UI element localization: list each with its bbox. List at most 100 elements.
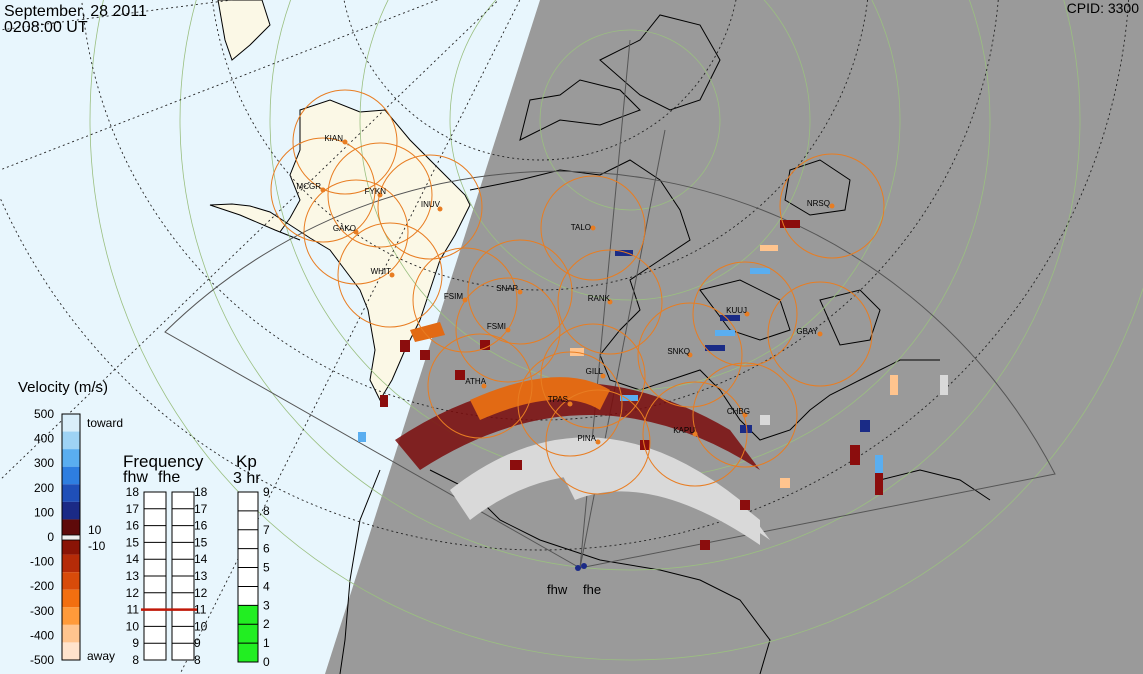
frequency-tick-label-left: 18 <box>126 485 140 499</box>
station-label-kian: KIAN <box>324 134 343 143</box>
station-label-chbg: CHBG <box>727 407 750 416</box>
velocity-color-cell <box>62 501 80 520</box>
station-label-snap: SNAP <box>496 284 518 293</box>
velocity-mid-negative: -10 <box>88 539 106 553</box>
kp-tick-label: 6 <box>263 542 270 556</box>
kp-bar-outline <box>237 491 259 663</box>
station-label-talo: TALO <box>571 223 591 232</box>
frequency-tick-label-left: 15 <box>126 535 140 549</box>
kp-legend-title: Kp <box>236 452 257 471</box>
frequency-legend-fhe: fhe <box>158 469 180 486</box>
frequency-tick-label-right: 11 <box>194 603 207 617</box>
velocity-color-cell <box>62 519 80 537</box>
station-label-nrsq: NRSQ <box>807 199 830 208</box>
velocity-color-cell <box>62 642 80 660</box>
velocity-away-label: away <box>87 649 115 663</box>
station-label-atha: ATHA <box>465 377 486 386</box>
velocity-color-cell <box>62 537 80 555</box>
velocity-color-cell <box>62 624 80 643</box>
velocity-tick-label: 0 <box>47 530 54 544</box>
frequency-legend: Frequency fhw fhe 18 17 16 15 14 13 12 11 10 9 8 1… <box>123 452 208 667</box>
frequency-tick-label-right: 17 <box>194 502 208 516</box>
station-label-gbay: GBAY <box>796 327 818 336</box>
velocity-color-cell <box>62 449 80 467</box>
frequency-ticks-left: 18 17 16 15 14 13 12 11 10 9 8 <box>126 485 140 667</box>
frequency-bars <box>141 491 197 661</box>
frequency-tick-label-left: 12 <box>126 586 140 600</box>
station-label-rank: RANK <box>588 294 611 303</box>
kp-bar <box>237 491 259 663</box>
velocity-tick-label: -300 <box>30 604 54 618</box>
station-label-tpas: TPAS <box>548 395 568 404</box>
velocity-color-cell <box>62 431 80 450</box>
kp-tick-label: 7 <box>263 523 270 537</box>
station-coverage-circles <box>270 89 885 495</box>
station-label-kuuj: KUUJ <box>726 306 747 315</box>
frequency-tick-label-right: 8 <box>194 653 201 667</box>
velocity-toward-label: toward <box>87 416 123 430</box>
frequency-tick-label-right: 18 <box>194 485 208 499</box>
velocity-tick-label: 300 <box>34 456 54 470</box>
cpid-label: CPID: 3300 <box>1067 0 1140 16</box>
station-markers <box>320 139 835 445</box>
frequency-tick-label-right: 12 <box>194 586 208 600</box>
station-label-inuv: INUV <box>421 200 441 209</box>
velocity-color-cell <box>62 554 80 573</box>
station-label-whit: WHIT <box>371 267 392 276</box>
velocity-color-cell <box>62 589 80 608</box>
kp-legend: Kp 3 hr 9 8 7 6 5 4 3 2 1 0 <box>233 452 270 669</box>
station-label-fykn: FYKN <box>365 187 387 196</box>
velocity-tick-label: -500 <box>30 653 54 667</box>
frequency-tick-label-right: 10 <box>194 619 208 633</box>
station-labels: KIAN MCGR FYKN INUV GAKO WHIT FSIM SNAP … <box>297 134 830 443</box>
date-label: September, 28 2011 <box>4 3 147 20</box>
frequency-tick-label-left: 17 <box>126 502 140 516</box>
velocity-color-cell <box>62 607 80 625</box>
velocity-color-cell <box>62 484 80 502</box>
velocity-legend-title: Velocity (m/s) <box>18 379 108 396</box>
frequency-legend-title: Frequency <box>123 452 204 471</box>
nightside-shading <box>325 0 1143 674</box>
station-label-pina: PINA <box>577 434 596 443</box>
velocity-tick-label: 400 <box>34 432 54 446</box>
frequency-tick-label-right: 14 <box>194 552 208 566</box>
velocity-tick-label: -200 <box>30 579 54 593</box>
kp-tick-label: 5 <box>263 561 270 575</box>
frequency-tick-label-right: 13 <box>194 569 208 583</box>
velocity-color-cell <box>62 414 80 432</box>
kp-legend-subtitle: 3 hr <box>233 470 261 487</box>
velocity-scatter-cells <box>358 220 948 550</box>
frequency-tick-label-left: 16 <box>126 519 140 533</box>
velocity-tick-label: 100 <box>34 505 54 519</box>
frequency-tick-label-left: 8 <box>132 653 139 667</box>
station-label-gako: GAKO <box>333 224 356 233</box>
radar-label-fhw: fhw <box>547 582 568 597</box>
velocity-legend: Velocity (m/s) 500 400 300 200 100 0 -100 -200 -… <box>18 379 123 667</box>
kp-bar-fill <box>238 605 258 662</box>
frequency-tick-label-right: 9 <box>194 636 201 650</box>
kp-tick-label: 1 <box>263 636 270 650</box>
velocity-color-cell <box>62 572 80 590</box>
velocity-mid-positive: 10 <box>88 523 102 537</box>
kp-tick-label: 9 <box>263 485 270 499</box>
velocity-tick-label: 500 <box>34 407 54 421</box>
station-label-kapu: KAPU <box>673 426 695 435</box>
frequency-tick-label-right: 16 <box>194 519 208 533</box>
velocity-tick-label: -400 <box>30 628 54 642</box>
radar-label-fhe: fhe <box>583 582 601 597</box>
station-label-fsim: FSIM <box>444 292 463 301</box>
kp-tick-label: 4 <box>263 579 270 593</box>
velocity-tick-label: -100 <box>30 555 54 569</box>
velocity-color-cell <box>62 466 80 485</box>
kp-tick-label: 3 <box>263 598 270 612</box>
frequency-tick-label-left: 10 <box>126 619 140 633</box>
frequency-tick-label-left: 14 <box>126 552 140 566</box>
velocity-colorbar <box>61 413 81 661</box>
frequency-tick-label-left: 13 <box>126 569 140 583</box>
velocity-tick-label: 200 <box>34 481 54 495</box>
velocity-tick-labels: 500 400 300 200 100 0 -100 -200 -300 -400 -500 <box>30 407 54 667</box>
frequency-tick-label-left: 11 <box>127 603 140 617</box>
station-label-gill: GILL <box>586 367 604 376</box>
kp-tick-label: 8 <box>263 504 270 518</box>
station-label-mcgr: MCGR <box>297 182 322 191</box>
